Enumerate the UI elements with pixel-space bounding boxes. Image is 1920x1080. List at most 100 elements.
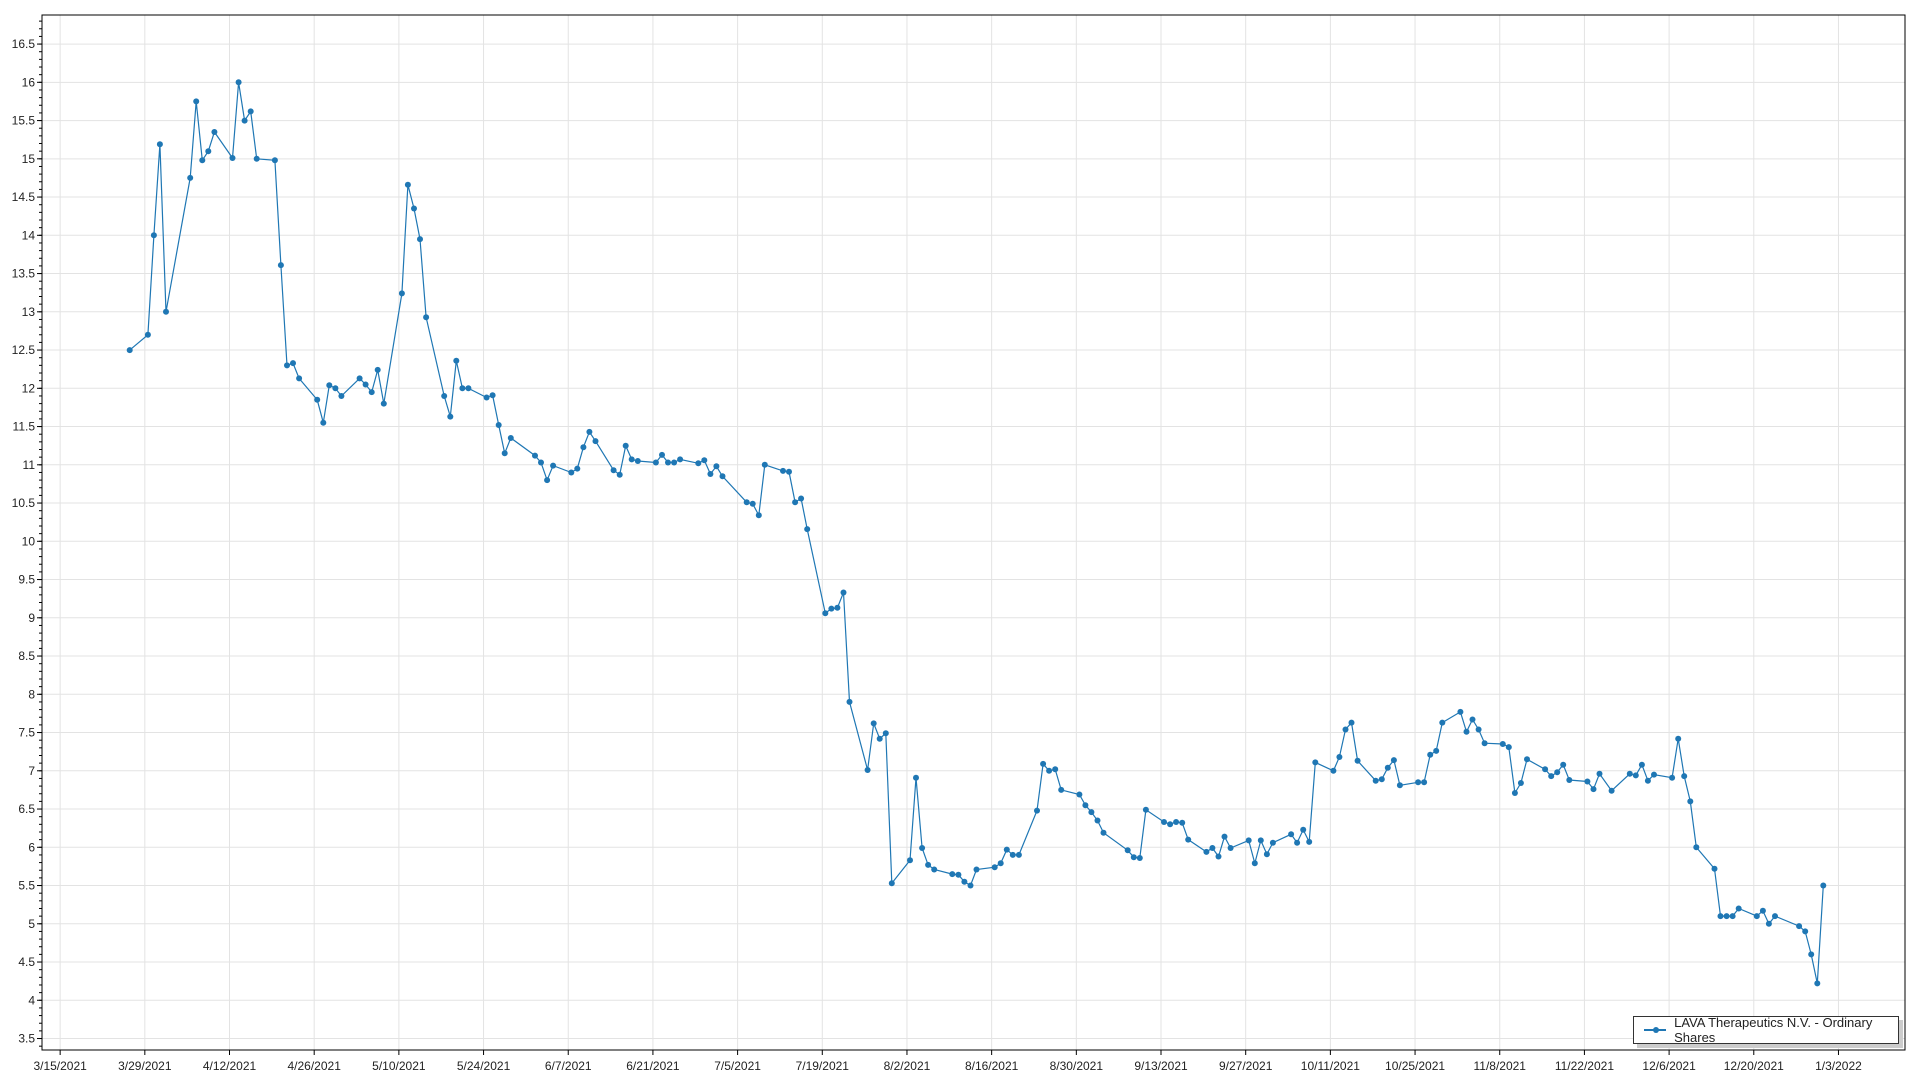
data-point [507, 435, 514, 441]
data-point [1469, 716, 1476, 723]
data-point [1759, 907, 1766, 914]
data-point [919, 845, 926, 851]
data-point [1167, 821, 1174, 828]
y-tick-label: 8 [28, 687, 35, 701]
data-point [199, 157, 206, 164]
data-point [828, 605, 835, 612]
data-point [404, 181, 411, 188]
data-point [1820, 882, 1827, 889]
data-point [356, 375, 363, 382]
data-point [1638, 761, 1645, 768]
data-point [1076, 791, 1083, 798]
data-point [1142, 806, 1149, 813]
data-point [568, 469, 575, 476]
y-tick-label: 16 [22, 75, 36, 89]
data-point [1009, 851, 1016, 858]
data-point [290, 360, 296, 367]
y-tick-label: 6.5 [18, 802, 35, 816]
data-point [695, 460, 702, 467]
data-point [1052, 766, 1059, 773]
data-point [1481, 740, 1488, 747]
data-point [864, 767, 871, 773]
data-point [798, 495, 805, 502]
data-point [665, 459, 671, 466]
data-point [949, 871, 956, 878]
x-tick-label: 9/27/2021 [1219, 1059, 1273, 1073]
axes: 3.5 4 4.5 5 5.5 6 6.5 7 7.5 8 8.5 9 9.5 10 10.5 11 11.5 1… [12, 14, 1906, 1073]
data-point [247, 108, 254, 115]
data-point [362, 381, 369, 388]
data-point [1269, 839, 1276, 846]
y-tick-label: 16.5 [12, 37, 36, 51]
data-point [1215, 853, 1222, 860]
data-point [1669, 774, 1676, 781]
data-point [1427, 751, 1434, 758]
data-point [163, 308, 169, 315]
data-point [1475, 726, 1482, 733]
x-tick-label: 7/19/2021 [796, 1059, 850, 1073]
data-point [1415, 779, 1422, 786]
data-point [1263, 851, 1270, 858]
data-point [707, 471, 714, 477]
data-point [755, 512, 762, 519]
data-point [1179, 819, 1186, 826]
x-tick-label: 12/20/2021 [1724, 1059, 1784, 1073]
data-point [743, 499, 750, 506]
data-point [326, 382, 333, 389]
data-point [780, 467, 786, 474]
data-point [888, 880, 895, 887]
data-point [659, 451, 665, 458]
data-point [973, 866, 980, 873]
y-tick-label: 7 [28, 764, 35, 778]
data-point [156, 141, 163, 148]
data-point [1499, 741, 1506, 747]
data-point [991, 864, 998, 871]
y-tick-label: 15.5 [12, 114, 36, 128]
x-tick-label: 8/16/2021 [965, 1059, 1019, 1073]
data-point [713, 463, 720, 470]
data-point [1433, 747, 1440, 754]
y-tick-label: 12.5 [12, 343, 36, 357]
x-tick-label: 4/26/2021 [287, 1059, 341, 1073]
x-tick-label: 3/29/2021 [118, 1059, 172, 1073]
x-tick-label: 10/11/2021 [1301, 1059, 1360, 1073]
data-point [846, 698, 853, 705]
x-tick-label: 7/5/2021 [714, 1059, 761, 1073]
data-point [1560, 761, 1567, 768]
data-point [1584, 778, 1591, 785]
x-tick-label: 5/10/2021 [372, 1059, 426, 1073]
data-point [1632, 772, 1639, 779]
y-tick-label: 9.5 [18, 573, 35, 587]
y-tick-label: 10.5 [12, 496, 36, 510]
data-point [447, 413, 454, 420]
x-tick-label: 5/24/2021 [457, 1059, 511, 1073]
y-tick-label: 4.5 [18, 955, 35, 969]
data-point [1288, 831, 1295, 838]
data-point [634, 458, 641, 464]
data-point [1342, 726, 1349, 733]
data-point [235, 79, 242, 86]
data-point [1517, 780, 1524, 786]
data-point [1245, 837, 1252, 844]
data-point [925, 861, 932, 868]
data-point [205, 148, 212, 155]
x-tick-label: 1/3/2022 [1815, 1059, 1862, 1073]
data-point [1336, 754, 1343, 760]
data-point [193, 98, 200, 105]
data-point [1723, 913, 1730, 920]
data-point [913, 774, 919, 781]
data-point [1554, 769, 1561, 776]
data-point [1729, 913, 1736, 920]
data-point [574, 465, 581, 472]
data-point [211, 129, 218, 135]
data-point [1608, 787, 1615, 794]
data-point [749, 500, 756, 507]
x-tick-label: 6/21/2021 [626, 1059, 680, 1073]
data-point [876, 735, 883, 742]
y-tick-label: 9 [28, 611, 35, 625]
data-point [671, 459, 678, 466]
y-tick-label: 7.5 [18, 726, 35, 740]
data-point [532, 452, 538, 459]
series-lava [126, 79, 1827, 987]
